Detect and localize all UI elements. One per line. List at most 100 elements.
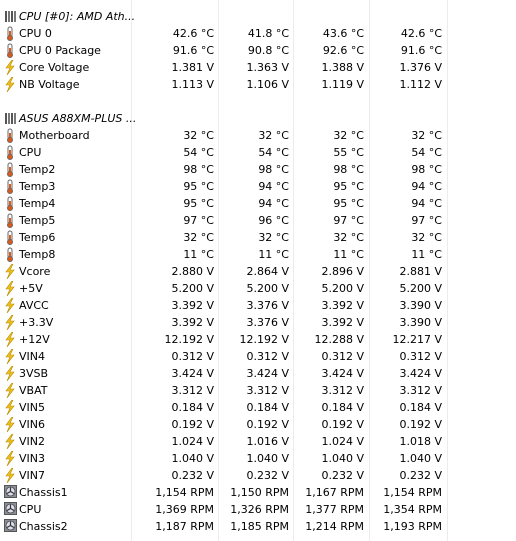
sensor-value: 1.040 V xyxy=(399,452,442,465)
sensor-value: 95 °C xyxy=(183,180,214,193)
sensor-value: 1.016 V xyxy=(246,435,289,448)
sensor-row: +3.3V 3.392 V 3.376 V 3.392 V 3.390 V xyxy=(0,314,516,331)
sensor-label: CPU 0 Package xyxy=(19,44,101,57)
sensor-value: 2.864 V xyxy=(246,265,289,278)
sensor-label: Vcore xyxy=(19,265,51,278)
sensor-label: Motherboard xyxy=(19,129,90,142)
sensor-value: 90.8 °C xyxy=(247,44,289,57)
sensor-icon xyxy=(4,467,16,488)
sensor-icon xyxy=(4,196,16,216)
sensor-value: 0.312 V xyxy=(171,350,214,363)
sensor-label: VBAT xyxy=(19,384,48,397)
sensor-value: 12.288 V xyxy=(314,333,364,346)
sensor-icon xyxy=(4,348,16,369)
sensor-value: 2.880 V xyxy=(171,265,214,278)
sensor-value: 97 °C xyxy=(333,214,364,227)
sensor-value: 1,193 RPM xyxy=(383,520,442,533)
sensor-value: 1,150 RPM xyxy=(230,486,289,499)
sensor-value: 96 °C xyxy=(258,214,289,227)
sensor-label: CPU 0 xyxy=(19,27,52,40)
sensor-icon xyxy=(4,519,17,538)
sensor-value: 3.424 V xyxy=(171,367,214,380)
sensor-value: 3.424 V xyxy=(399,367,442,380)
sensor-value: 3.424 V xyxy=(321,367,364,380)
column-separator xyxy=(131,0,132,541)
sensor-value: 3.312 V xyxy=(321,384,364,397)
sensor-icon xyxy=(4,433,16,454)
sensor-value: 1,185 RPM xyxy=(230,520,289,533)
sensor-row: Vcore 2.880 V 2.864 V 2.896 V 2.881 V xyxy=(0,263,516,280)
sensor-value: 1,369 RPM xyxy=(155,503,214,516)
sensor-icon xyxy=(4,128,16,148)
sensor-value: 0.232 V xyxy=(399,469,442,482)
sensor-value: 11 °C xyxy=(183,248,214,261)
sensor-row: Temp8 11 °C 11 °C 11 °C 11 °C xyxy=(0,246,516,263)
sensor-label: AVCC xyxy=(19,299,49,312)
sensor-row: VIN6 0.192 V 0.192 V 0.192 V 0.192 V xyxy=(0,416,516,433)
section-icon xyxy=(4,9,16,28)
sensor-icon xyxy=(4,331,16,352)
sensor-value: 5.200 V xyxy=(171,282,214,295)
sensor-value: 43.6 °C xyxy=(322,27,364,40)
sensor-label: Chassis2 xyxy=(19,520,68,533)
sensor-value: 0.192 V xyxy=(321,418,364,431)
sensor-value: 2.896 V xyxy=(321,265,364,278)
sensor-row: CPU 0 Package 91.6 °C 90.8 °C 92.6 °C 91.6 °… xyxy=(0,42,516,59)
sensor-icon xyxy=(4,382,16,403)
sensor-row: Temp5 97 °C 96 °C 97 °C 97 °C xyxy=(0,212,516,229)
sensor-label: VIN5 xyxy=(19,401,45,414)
sensor-value: 0.312 V xyxy=(399,350,442,363)
sensor-row: +5V 5.200 V 5.200 V 5.200 V 5.200 V xyxy=(0,280,516,297)
sensor-row: VIN5 0.184 V 0.184 V 0.184 V 0.184 V xyxy=(0,399,516,416)
sensor-label: VIN4 xyxy=(19,350,45,363)
sensor-value: 55 °C xyxy=(333,146,364,159)
sensor-value: 1,377 RPM xyxy=(305,503,364,516)
sensor-value: 1.119 V xyxy=(321,78,364,91)
sensor-icon xyxy=(4,450,16,471)
sensor-icon xyxy=(4,76,16,97)
section-header: CPU [#0]: AMD Ath... xyxy=(0,8,516,25)
sensor-value: 95 °C xyxy=(333,180,364,193)
sensor-value: 91.6 °C xyxy=(400,44,442,57)
sensor-value: 5.200 V xyxy=(321,282,364,295)
column-separator xyxy=(293,0,294,541)
sensor-row: VIN3 1.040 V 1.040 V 1.040 V 1.040 V xyxy=(0,450,516,467)
sensor-row: VIN7 0.232 V 0.232 V 0.232 V 0.232 V xyxy=(0,467,516,484)
sensor-value: 32 °C xyxy=(411,129,442,142)
sensor-icon xyxy=(4,485,17,504)
sensor-row: Temp3 95 °C 94 °C 95 °C 94 °C xyxy=(0,178,516,195)
sensor-value: 32 °C xyxy=(411,231,442,244)
sensor-value: 3.376 V xyxy=(246,316,289,329)
sensor-value: 3.312 V xyxy=(399,384,442,397)
sensor-value: 0.232 V xyxy=(246,469,289,482)
sensor-value: 32 °C xyxy=(333,129,364,142)
sensor-label: Core Voltage xyxy=(19,61,90,74)
sensor-value: 1.024 V xyxy=(171,435,214,448)
sensor-value: 98 °C xyxy=(411,163,442,176)
sensor-icon xyxy=(4,502,17,521)
sensor-value: 1.381 V xyxy=(171,61,214,74)
sensor-icon xyxy=(4,162,16,182)
sensor-value: 0.192 V xyxy=(246,418,289,431)
sensor-label: +3.3V xyxy=(19,316,54,329)
section-header: ASUS A88XM-PLUS ... xyxy=(0,110,516,127)
sensor-row: CPU 54 °C 54 °C 55 °C 54 °C xyxy=(0,144,516,161)
sensor-label: VIN2 xyxy=(19,435,45,448)
sensor-icon xyxy=(4,297,16,318)
sensor-value: 1.376 V xyxy=(399,61,442,74)
sensor-row: 3VSB 3.424 V 3.424 V 3.424 V 3.424 V xyxy=(0,365,516,382)
sensor-value: 1,167 RPM xyxy=(305,486,364,499)
column-separator xyxy=(218,0,219,541)
sensor-value: 2.881 V xyxy=(399,265,442,278)
sensor-value: 98 °C xyxy=(258,163,289,176)
sensor-value: 1.106 V xyxy=(246,78,289,91)
sensor-icon xyxy=(4,247,16,267)
sensor-value: 1,326 RPM xyxy=(230,503,289,516)
sensor-value: 0.232 V xyxy=(171,469,214,482)
sensor-value: 1.113 V xyxy=(171,78,214,91)
sensor-value: 32 °C xyxy=(183,129,214,142)
sensor-value: 1,187 RPM xyxy=(155,520,214,533)
sensor-value: 54 °C xyxy=(411,146,442,159)
sensor-value: 0.312 V xyxy=(321,350,364,363)
sensor-value: 5.200 V xyxy=(399,282,442,295)
